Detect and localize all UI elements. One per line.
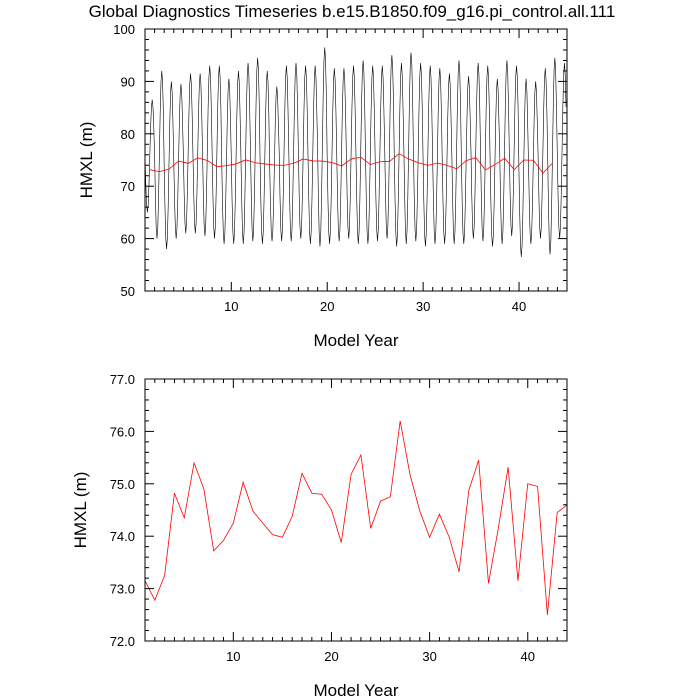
chart-title: Global Diagnostics Timeseries b.e15.B185… bbox=[89, 2, 616, 21]
bottom-y-tick-label: 74.0 bbox=[110, 529, 135, 544]
bottom-panel-ticks: 10 20 30 40 72.0 73.0 74.0 75.0 76.0 77.0 bbox=[110, 372, 567, 664]
top-y-tick-label: 100 bbox=[113, 22, 135, 37]
top-series-annual-line bbox=[149, 153, 553, 174]
bottom-y-tick-label: 73.0 bbox=[110, 582, 135, 597]
top-x-tick-label: 10 bbox=[224, 299, 238, 314]
top-y-tick-label: 90 bbox=[121, 74, 135, 89]
top-y-tick-label: 50 bbox=[121, 284, 135, 299]
top-y-axis-label: HMXL (m) bbox=[77, 122, 96, 199]
top-y-tick-label: 80 bbox=[121, 127, 135, 142]
top-x-tick-label: 20 bbox=[320, 299, 334, 314]
bottom-x-tick-label: 10 bbox=[226, 649, 240, 664]
top-panel-ticks: 10 20 30 40 50 60 70 80 90 100 bbox=[113, 22, 567, 314]
bottom-x-tick-label: 20 bbox=[324, 649, 338, 664]
top-y-tick-label: 70 bbox=[121, 179, 135, 194]
bottom-panel-frame bbox=[144, 378, 568, 642]
bottom-x-axis-label: Model Year bbox=[313, 681, 398, 700]
top-series-monthly-line bbox=[144, 47, 567, 257]
top-x-axis-label: Model Year bbox=[313, 331, 398, 350]
bottom-series-annual-line bbox=[144, 420, 568, 615]
bottom-panel: 10 20 30 40 72.0 73.0 74.0 75.0 76.0 77.0 Model Y… bbox=[71, 372, 568, 700]
bottom-x-tick-label: 30 bbox=[422, 649, 436, 664]
bottom-y-tick-label: 72.0 bbox=[110, 634, 135, 649]
bottom-y-tick-label: 76.0 bbox=[110, 424, 135, 439]
bottom-y-tick-label: 75.0 bbox=[110, 477, 135, 492]
top-panel-series bbox=[144, 47, 567, 257]
bottom-y-tick-label: 77.0 bbox=[110, 372, 135, 387]
top-x-tick-label: 30 bbox=[416, 299, 430, 314]
top-x-tick-label: 40 bbox=[512, 299, 526, 314]
bottom-panel-series bbox=[144, 420, 568, 615]
bottom-x-tick-label: 40 bbox=[521, 649, 535, 664]
bottom-y-axis-label: HMXL (m) bbox=[71, 472, 90, 549]
top-y-tick-label: 60 bbox=[121, 232, 135, 247]
top-panel: 10 20 30 40 50 60 70 80 90 100 Model Year HMXL (m… bbox=[77, 22, 568, 350]
